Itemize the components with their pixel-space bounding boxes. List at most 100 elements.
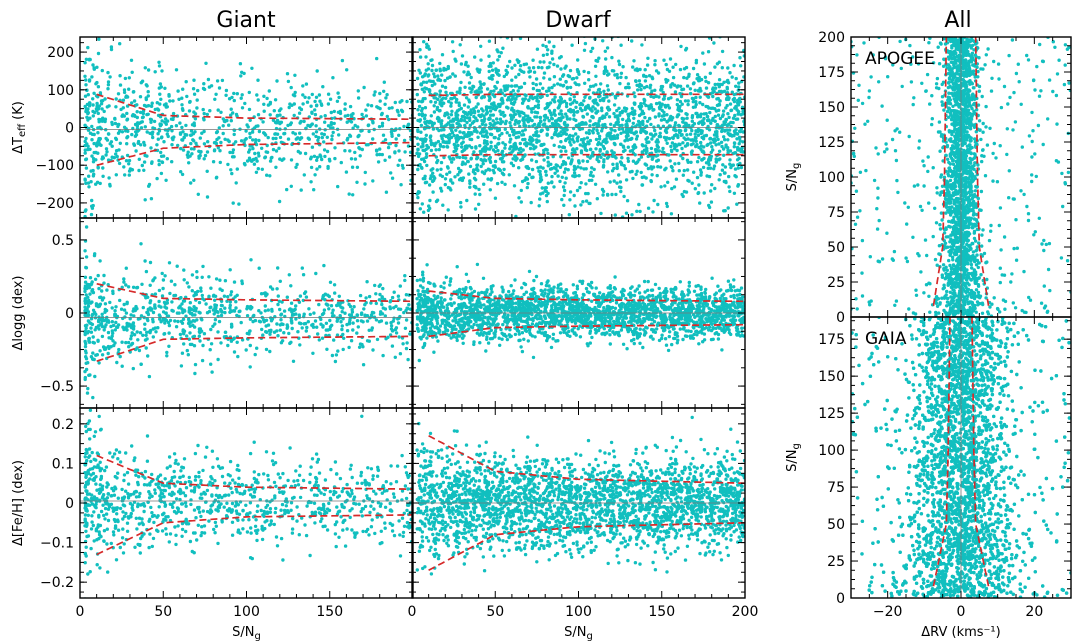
data-point <box>497 137 501 141</box>
data-point <box>582 48 587 52</box>
data-point <box>425 163 429 168</box>
data-point <box>293 94 297 98</box>
data-point <box>722 171 727 175</box>
data-point <box>278 113 282 117</box>
data-point <box>285 295 289 299</box>
data-point <box>531 143 535 147</box>
data-point <box>678 130 682 135</box>
data-point <box>358 293 363 298</box>
data-point <box>603 65 607 69</box>
data-point <box>537 204 541 208</box>
data-point <box>93 277 98 281</box>
data-point <box>415 76 420 81</box>
data-point <box>98 302 103 306</box>
data-point <box>590 166 594 170</box>
data-point <box>151 279 155 283</box>
data-point <box>657 149 661 153</box>
data-point <box>163 302 167 306</box>
data-point <box>451 72 455 76</box>
data-point <box>736 101 740 105</box>
data-point <box>619 43 623 47</box>
data-point <box>607 115 612 119</box>
data-point <box>232 91 236 96</box>
data-point <box>122 308 127 312</box>
data-point <box>378 292 382 297</box>
data-point <box>403 278 407 283</box>
data-point <box>168 318 173 323</box>
data-point <box>247 305 251 309</box>
data-point <box>583 95 587 100</box>
data-point <box>95 65 99 70</box>
data-point <box>691 66 696 71</box>
data-point <box>699 170 703 175</box>
data-point <box>577 83 581 87</box>
data-point <box>255 159 259 163</box>
data-point <box>141 333 145 337</box>
data-point <box>106 70 110 75</box>
data-point <box>266 135 270 140</box>
data-point <box>535 130 539 134</box>
data-point <box>363 170 367 175</box>
data-point <box>450 40 455 44</box>
data-point <box>310 92 314 97</box>
data-point <box>319 115 323 119</box>
data-point <box>688 132 693 136</box>
data-point <box>83 289 87 294</box>
data-point <box>655 138 660 142</box>
data-point <box>533 104 538 109</box>
data-point <box>141 305 145 310</box>
data-point <box>127 322 131 326</box>
data-point <box>737 142 741 146</box>
data-point <box>206 77 211 82</box>
data-point <box>568 140 572 144</box>
data-point <box>651 134 655 138</box>
data-point <box>708 110 712 115</box>
data-point <box>98 349 102 353</box>
data-point <box>647 107 651 111</box>
data-point <box>626 112 630 117</box>
data-point <box>646 56 650 60</box>
data-point <box>124 159 129 163</box>
data-point <box>618 160 623 164</box>
data-point <box>648 117 652 121</box>
data-point <box>632 59 636 63</box>
data-point <box>696 133 701 137</box>
data-point <box>439 189 444 193</box>
data-point <box>301 273 306 277</box>
data-point <box>667 69 672 74</box>
data-point <box>89 317 94 321</box>
data-point <box>465 120 469 125</box>
data-point <box>639 84 644 88</box>
data-point <box>124 129 128 133</box>
data-point <box>575 76 579 80</box>
data-point <box>244 137 248 141</box>
data-point <box>351 328 355 332</box>
data-point <box>424 80 429 85</box>
data-point <box>677 142 681 146</box>
data-point <box>248 343 252 348</box>
data-point <box>618 180 623 184</box>
data-point <box>243 163 247 167</box>
data-point <box>248 329 252 333</box>
data-point <box>84 57 89 61</box>
data-point <box>142 160 147 164</box>
data-point <box>302 173 306 177</box>
data-point <box>468 179 472 183</box>
data-point <box>656 158 660 162</box>
data-point <box>264 324 268 328</box>
data-point <box>589 147 593 151</box>
data-point <box>479 44 483 48</box>
data-point <box>600 106 604 110</box>
data-point <box>221 131 225 136</box>
data-point <box>470 145 474 150</box>
data-point <box>359 129 363 133</box>
data-point <box>131 285 136 289</box>
data-point <box>157 299 161 304</box>
upper-envelope-curve <box>428 93 745 97</box>
data-point <box>150 101 154 105</box>
data-point <box>531 86 536 91</box>
data-point <box>541 166 545 170</box>
data-point <box>617 59 621 63</box>
data-point <box>454 113 458 117</box>
data-point <box>285 72 290 76</box>
